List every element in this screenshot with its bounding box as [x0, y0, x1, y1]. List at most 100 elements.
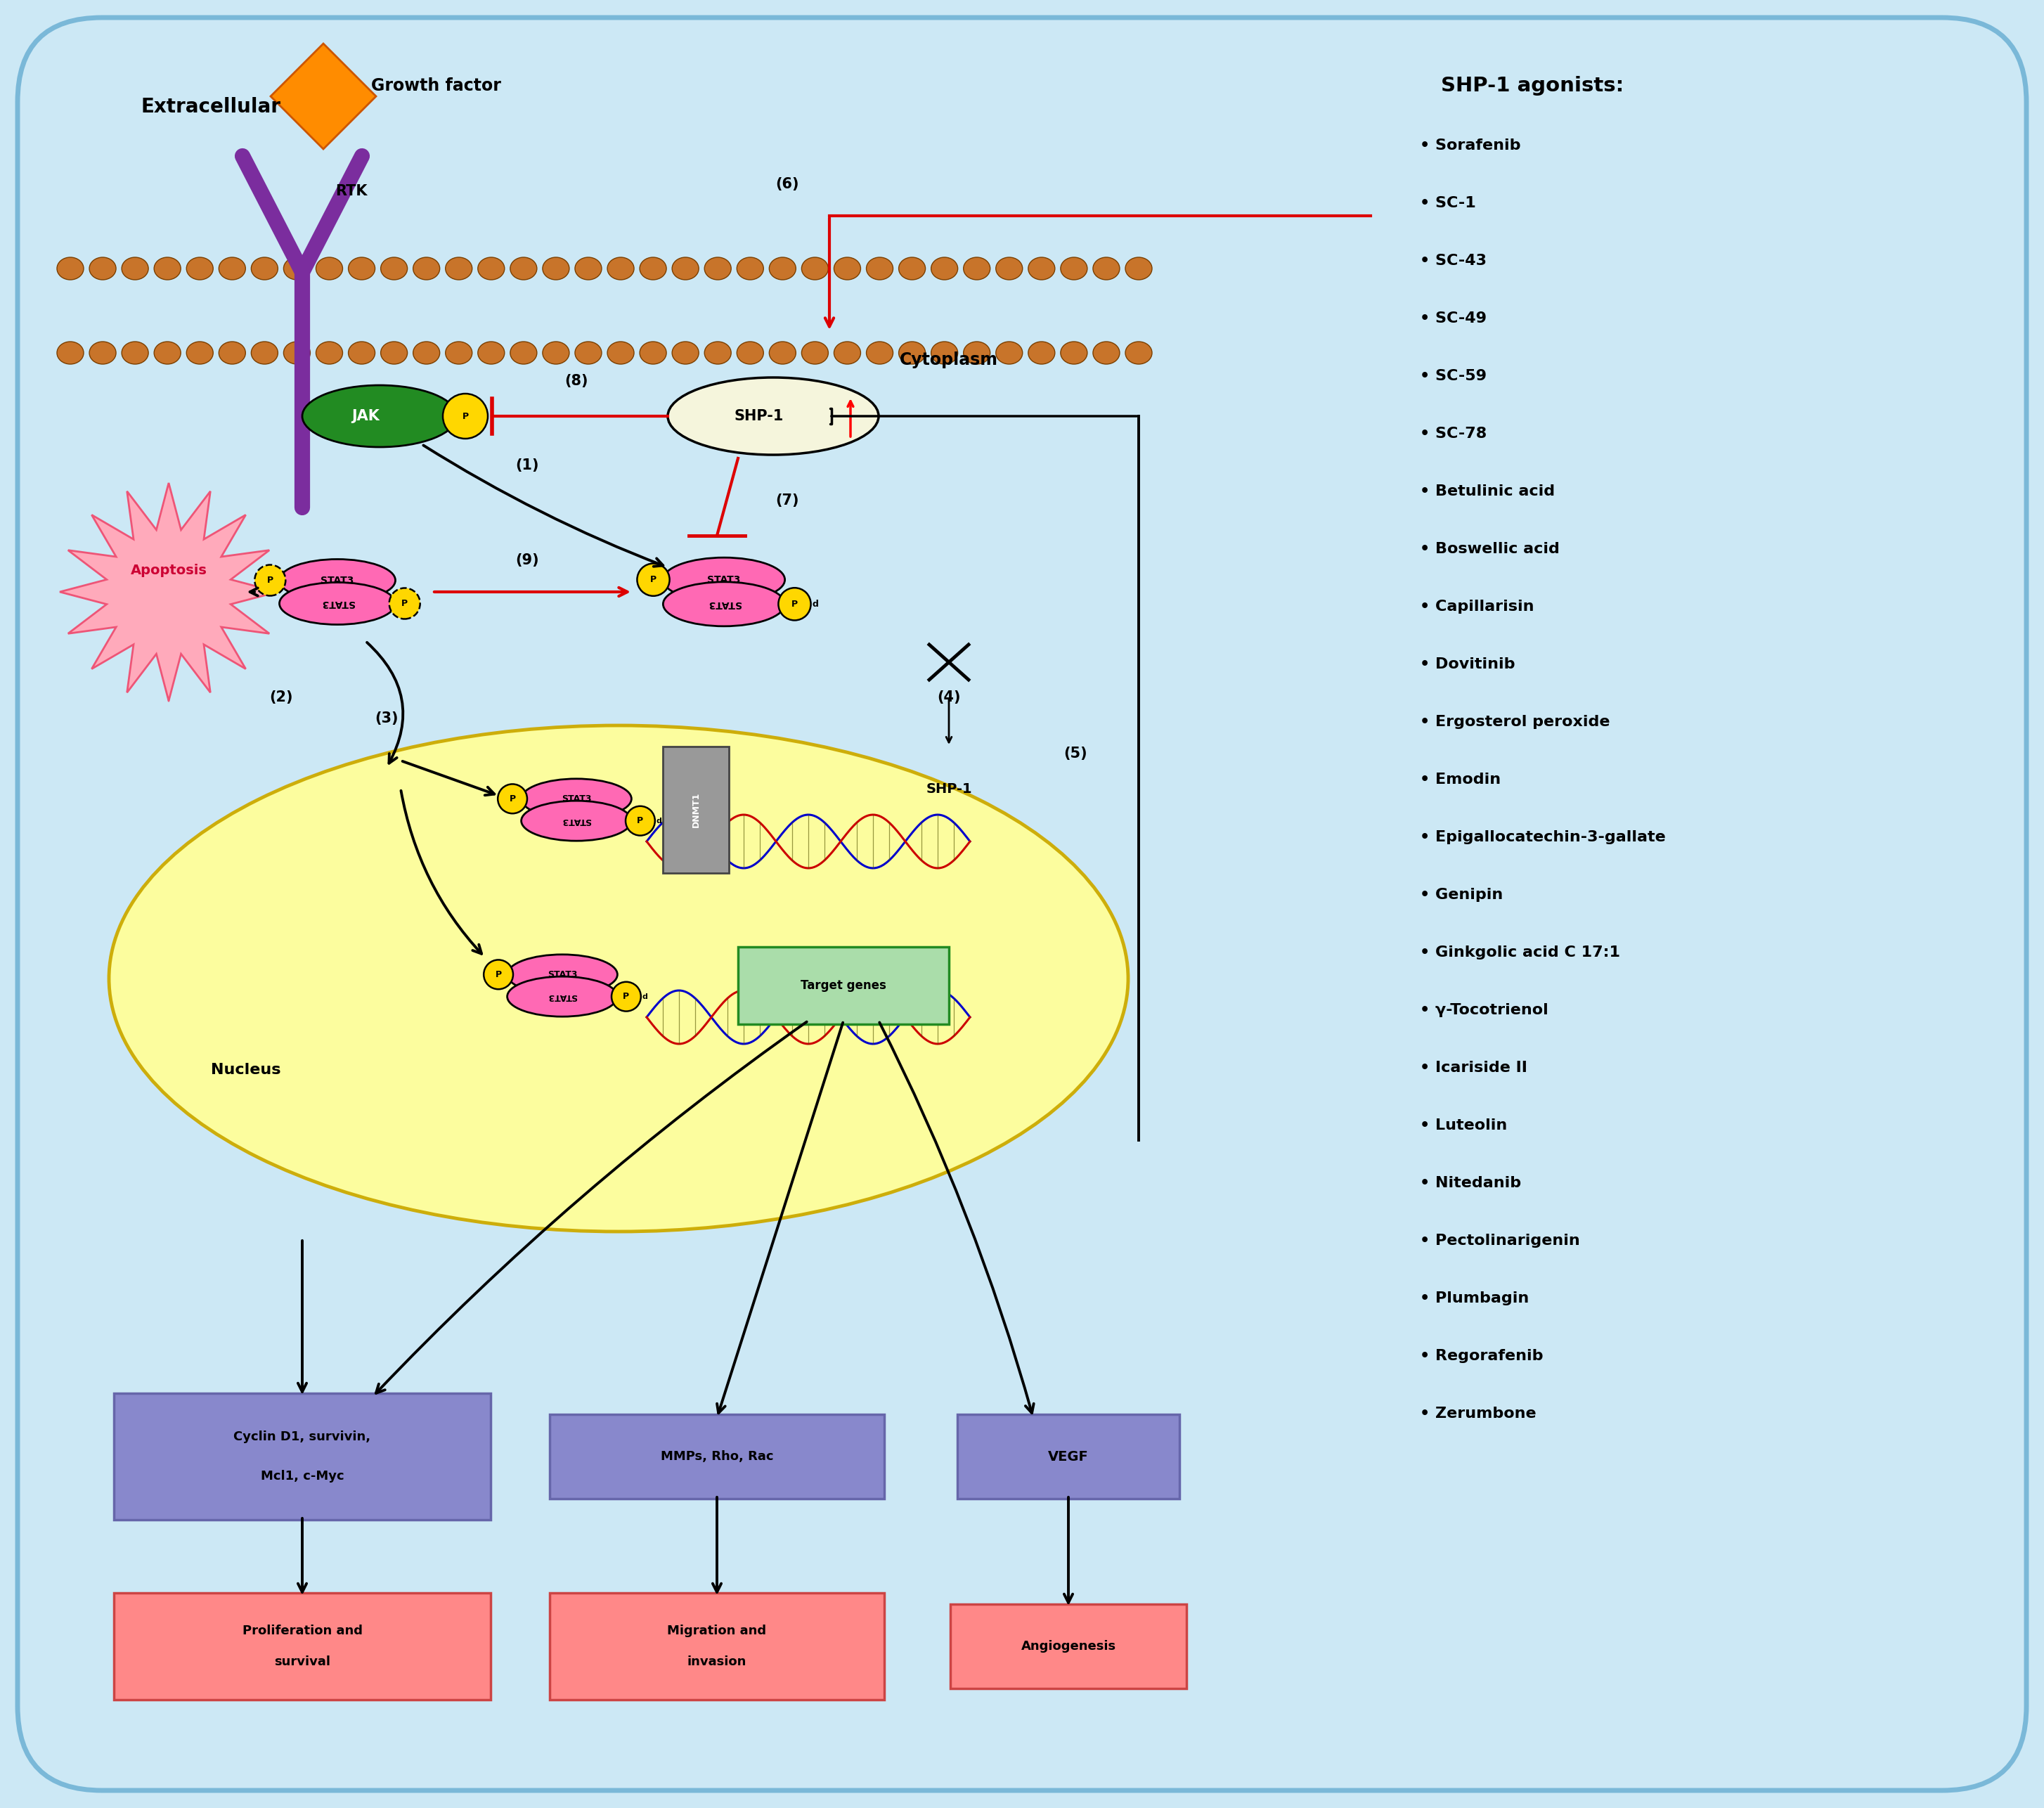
Text: STAT3: STAT3 [548, 969, 576, 980]
Ellipse shape [317, 342, 343, 363]
Text: • Plumbagin: • Plumbagin [1421, 1291, 1529, 1305]
Text: SHP-1 agonists:: SHP-1 agonists: [1441, 76, 1623, 96]
Ellipse shape [1028, 342, 1055, 363]
Text: (9): (9) [515, 553, 540, 568]
Text: STAT3: STAT3 [562, 794, 591, 803]
FancyBboxPatch shape [662, 747, 730, 873]
Ellipse shape [317, 257, 343, 280]
Ellipse shape [303, 385, 458, 447]
Ellipse shape [1061, 257, 1087, 280]
Text: (1): (1) [515, 457, 540, 472]
Ellipse shape [668, 378, 879, 456]
Polygon shape [59, 483, 278, 702]
Ellipse shape [1061, 342, 1087, 363]
Text: (8): (8) [564, 374, 589, 389]
Circle shape [625, 806, 654, 835]
Ellipse shape [251, 342, 278, 363]
Text: VEGF: VEGF [1049, 1450, 1089, 1463]
Text: survival: survival [274, 1656, 331, 1669]
Ellipse shape [90, 257, 117, 280]
Ellipse shape [280, 582, 394, 624]
Ellipse shape [507, 955, 617, 994]
Ellipse shape [995, 257, 1022, 280]
Text: (3): (3) [374, 711, 399, 725]
Ellipse shape [662, 557, 785, 602]
Text: • Regorafenib: • Regorafenib [1421, 1349, 1543, 1363]
Text: • SC-78: • SC-78 [1421, 427, 1486, 441]
Text: Migration and: Migration and [666, 1625, 766, 1638]
Ellipse shape [251, 257, 278, 280]
Ellipse shape [90, 342, 117, 363]
Text: • Epigallocatechin-3-gallate: • Epigallocatechin-3-gallate [1421, 830, 1666, 844]
FancyBboxPatch shape [18, 18, 2026, 1790]
Ellipse shape [123, 257, 149, 280]
Text: MMPs, Rho, Rac: MMPs, Rho, Rac [660, 1450, 773, 1463]
FancyBboxPatch shape [738, 947, 948, 1023]
Ellipse shape [672, 257, 699, 280]
Text: STAT3: STAT3 [321, 575, 354, 586]
Text: Target genes: Target genes [801, 980, 887, 993]
Text: P: P [650, 575, 656, 584]
Ellipse shape [511, 342, 538, 363]
Text: Angiogenesis: Angiogenesis [1020, 1640, 1116, 1653]
Ellipse shape [736, 342, 764, 363]
FancyBboxPatch shape [114, 1394, 491, 1521]
Circle shape [444, 394, 489, 439]
Ellipse shape [963, 257, 989, 280]
Text: P: P [462, 412, 468, 421]
Ellipse shape [521, 779, 632, 819]
Text: d: d [811, 600, 818, 609]
Ellipse shape [834, 342, 861, 363]
Text: • Luteolin: • Luteolin [1421, 1119, 1506, 1132]
Ellipse shape [478, 342, 505, 363]
Polygon shape [270, 43, 376, 148]
Ellipse shape [607, 342, 634, 363]
Text: (2): (2) [270, 691, 292, 705]
FancyBboxPatch shape [550, 1593, 885, 1700]
Text: • Zerumbone: • Zerumbone [1421, 1407, 1537, 1421]
Circle shape [256, 564, 286, 597]
Ellipse shape [899, 342, 926, 363]
Ellipse shape [1094, 257, 1120, 280]
Ellipse shape [1028, 257, 1055, 280]
Text: • Nitedanib: • Nitedanib [1421, 1175, 1521, 1190]
Ellipse shape [380, 342, 407, 363]
Circle shape [484, 960, 513, 989]
Text: SHP-1: SHP-1 [926, 783, 973, 796]
Ellipse shape [801, 257, 828, 280]
Ellipse shape [1094, 342, 1120, 363]
Text: • Dovitinib: • Dovitinib [1421, 658, 1515, 671]
Text: Proliferation and: Proliferation and [241, 1625, 362, 1638]
Ellipse shape [932, 342, 959, 363]
Ellipse shape [347, 342, 374, 363]
Circle shape [638, 564, 670, 597]
Text: (7): (7) [775, 494, 799, 508]
Text: • Genipin: • Genipin [1421, 888, 1502, 902]
Ellipse shape [186, 257, 213, 280]
Ellipse shape [963, 342, 989, 363]
FancyBboxPatch shape [957, 1414, 1179, 1499]
Text: (4): (4) [936, 691, 961, 705]
Text: d: d [642, 993, 648, 1000]
Ellipse shape [995, 342, 1022, 363]
Ellipse shape [57, 257, 84, 280]
Circle shape [611, 982, 642, 1011]
Ellipse shape [574, 342, 601, 363]
FancyBboxPatch shape [114, 1593, 491, 1700]
Text: (5): (5) [1063, 747, 1087, 761]
Ellipse shape [672, 342, 699, 363]
Ellipse shape [769, 257, 795, 280]
Ellipse shape [932, 257, 959, 280]
Ellipse shape [380, 257, 407, 280]
Text: • Betulinic acid: • Betulinic acid [1421, 485, 1555, 499]
Ellipse shape [446, 257, 472, 280]
Text: invasion: invasion [687, 1656, 746, 1669]
Text: • SC-59: • SC-59 [1421, 369, 1486, 383]
Text: P: P [495, 969, 501, 980]
Ellipse shape [899, 257, 926, 280]
Ellipse shape [219, 342, 245, 363]
Text: Cyclin D1, survivin,: Cyclin D1, survivin, [233, 1430, 370, 1443]
Ellipse shape [705, 342, 732, 363]
Text: P: P [623, 993, 630, 1002]
Text: STAT3: STAT3 [707, 575, 740, 584]
